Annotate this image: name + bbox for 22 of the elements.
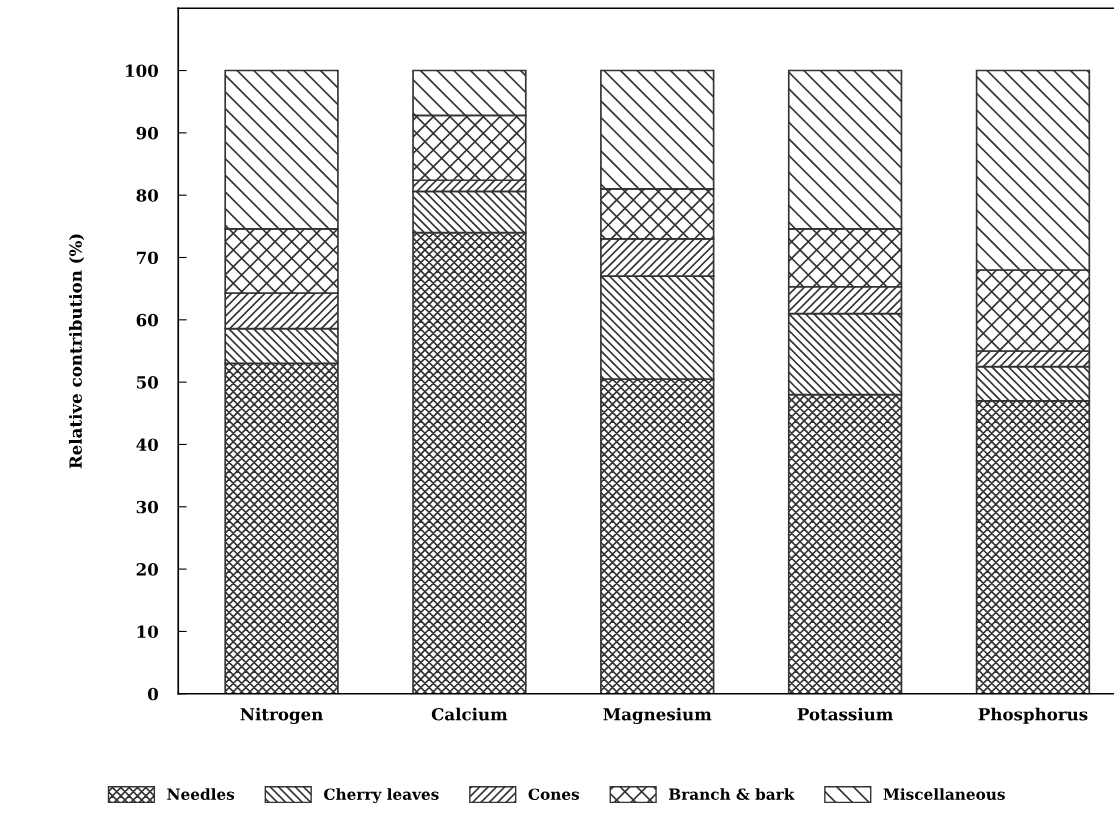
legend-label: Branch & bark	[669, 788, 795, 800]
y-tick-label: 50	[136, 376, 159, 389]
y-tick-label: 40	[136, 438, 159, 452]
y-tick-label: 80	[136, 189, 159, 202]
y-tick-label: 0	[147, 687, 159, 701]
y-tick-label: 60	[136, 313, 159, 327]
y-tick-label: 100	[126, 64, 159, 78]
x-tick-label: Phosphorus	[978, 707, 1088, 724]
legend-label: Miscellaneous	[883, 788, 1005, 800]
y-tick-label: 10	[137, 625, 159, 638]
y-tick-label: 30	[136, 500, 159, 514]
y-tick-label: 90	[136, 126, 159, 140]
y-tick-label: 20	[136, 563, 159, 576]
x-tick-label: Calcium	[431, 707, 508, 721]
legend-label: Cones	[528, 788, 580, 800]
legend-label: Needles	[167, 788, 235, 800]
legend-label: Cherry leaves	[324, 788, 439, 804]
x-tick-label: Nitrogen	[240, 707, 323, 724]
x-tick-label: Potassium	[797, 707, 894, 721]
y-axis-title: Relative contribution (%)	[68, 234, 85, 469]
x-tick-label: Magnesium	[603, 707, 712, 724]
y-tick-label: 70	[136, 251, 159, 265]
